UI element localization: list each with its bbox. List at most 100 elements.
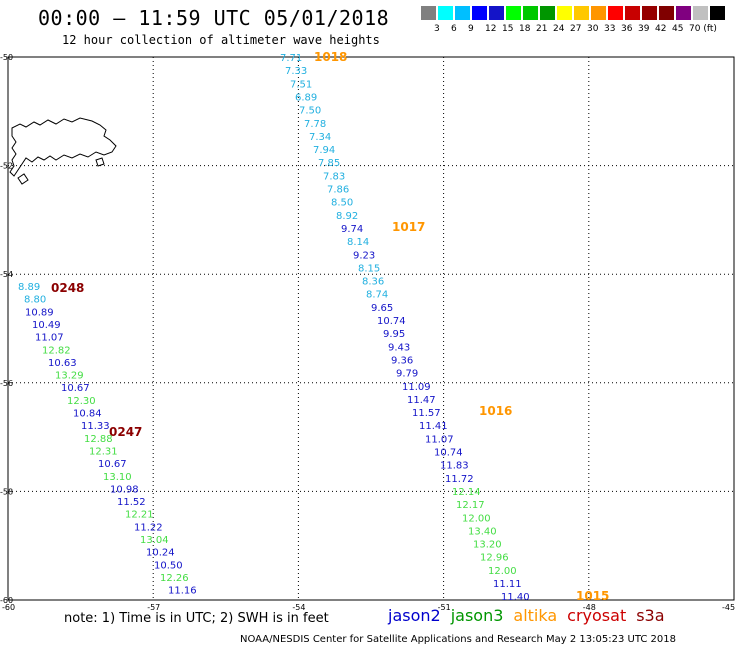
color-scale-label: 45	[672, 24, 684, 34]
color-scale-label: 9	[468, 24, 474, 34]
wave-height-label: 13.10	[103, 472, 132, 483]
wave-height-label: 11.57	[412, 408, 441, 419]
map-grid: -50 -52 -54 -56 -58 -60-60 -57 -54 -51 -48 -45	[0, 53, 735, 612]
color-swatch	[489, 6, 504, 20]
wave-height-label: 7.71	[280, 53, 302, 64]
wave-height-label: 12.96	[480, 553, 509, 564]
wave-height-label: 7.83	[323, 171, 345, 182]
wave-height-label: 12.30	[67, 396, 96, 407]
wave-height-label: 8.15	[358, 263, 380, 274]
wave-height-label: 13.20	[473, 540, 502, 551]
satellite-legend: jason2 jason3 altika cryosat s3a	[388, 606, 675, 625]
wave-height-label: 10.74	[434, 448, 463, 459]
latitude-tick-label: -56	[0, 379, 13, 388]
wave-height-label: 7.86	[327, 185, 349, 196]
wave-height-label: 7.51	[290, 79, 312, 90]
latitude-tick-label: -52	[0, 162, 13, 171]
wave-height-label: 10.89	[25, 307, 54, 318]
wave-height-label: 8.74	[366, 290, 388, 301]
wave-height-label: 12.21	[125, 510, 154, 521]
color-scale-label: 3	[434, 24, 440, 34]
wave-height-label: 12.31	[89, 446, 118, 457]
color-swatch	[421, 6, 436, 20]
wave-height-label: 7.78	[304, 119, 326, 130]
color-swatch	[659, 6, 674, 20]
longitude-tick-label: -48	[583, 603, 596, 612]
wave-height-label: 12.88	[84, 434, 113, 445]
credit-line: NOAA/NESDIS Center for Satellite Applica…	[240, 634, 676, 645]
color-swatch	[625, 6, 640, 20]
wave-height-label: 9.23	[353, 250, 375, 261]
pass-time-label: 1017	[392, 220, 425, 234]
color-swatch	[676, 6, 691, 20]
legend-item-jason3: jason3	[450, 606, 504, 625]
color-scale-label: 21	[536, 24, 548, 34]
falkland-islands-coastline	[9, 117, 117, 185]
color-scale-label: 70 (ft)	[689, 24, 717, 34]
wave-height-label: 11.83	[440, 461, 469, 472]
color-swatch	[642, 6, 657, 20]
wave-height-label: 7.34	[309, 132, 331, 143]
wave-height-label: 11.09	[402, 382, 431, 393]
color-scale-label: 33	[604, 24, 616, 34]
wave-height-label: 9.36	[391, 355, 413, 366]
wave-height-label: 12.00	[462, 513, 491, 524]
wave-height-label: 7.85	[318, 158, 340, 169]
legend-item-s3a: s3a	[636, 606, 665, 625]
wave-height-label: 12.17	[456, 500, 485, 511]
color-swatch	[455, 6, 470, 20]
wave-height-label: 7.33	[285, 66, 307, 77]
legend-item-cryosat: cryosat	[567, 606, 627, 625]
pass-time-label: 0248	[51, 281, 84, 295]
latitude-tick-label: -60	[0, 596, 13, 605]
wave-height-label: 11.52	[117, 497, 146, 508]
color-scale-label: 27	[570, 24, 582, 34]
pass-time-label: 0247	[109, 425, 142, 439]
wave-height-label: 10.67	[98, 459, 127, 470]
pass-time-label: 1016	[479, 404, 512, 418]
wave-height-label: 9.74	[341, 224, 363, 235]
wave-height-label: 11.07	[35, 333, 64, 344]
wave-height-label: 11.47	[407, 395, 436, 406]
legend-item-jason2: jason2	[388, 606, 441, 625]
wave-height-label: 12.00	[488, 566, 517, 577]
color-scale-label: 15	[502, 24, 514, 34]
color-scale-label: 42	[655, 24, 667, 34]
latitude-tick-label: -54	[0, 270, 13, 279]
wave-height-label: 12.26	[160, 573, 189, 584]
wave-height-label: 10.24	[146, 548, 175, 559]
longitude-tick-label: -51	[438, 603, 451, 612]
wave-height-label: 6.89	[295, 92, 317, 103]
color-scale-label: 6	[451, 24, 457, 34]
longitude-tick-label: -57	[147, 603, 160, 612]
wave-height-label: 10.49	[32, 320, 61, 331]
wave-height-label: 9.43	[388, 342, 410, 353]
wave-height-label: 9.65	[371, 303, 393, 314]
color-scale-label: 30	[587, 24, 599, 34]
longitude-tick-label: -45	[722, 603, 735, 612]
map-title: 00:00 – 11:59 UTC 05/01/2018	[38, 6, 390, 30]
color-swatch	[693, 6, 708, 20]
latitude-tick-label: -58	[0, 487, 13, 496]
wave-height-label: 11.72	[445, 474, 474, 485]
color-scale-label: 39	[638, 24, 650, 34]
wave-height-label: 8.14	[347, 237, 369, 248]
wave-height-label: 9.95	[383, 329, 405, 340]
wave-height-label: 13.29	[55, 371, 84, 382]
color-swatch	[523, 6, 538, 20]
wave-height-label: 7.50	[299, 106, 321, 117]
color-swatch	[540, 6, 555, 20]
wave-height-label: 8.36	[362, 277, 384, 288]
wave-height-label: 10.63	[48, 358, 77, 369]
color-swatch	[608, 6, 623, 20]
wave-height-label: 12.14	[452, 487, 481, 498]
observations-layer: 7.71 7.33 7.51 6.89 7.50 7.78 7.34 7.94 7.85 7.83…	[18, 50, 609, 603]
latitude-tick-label: -50	[0, 53, 13, 62]
wave-height-label: 9.79	[396, 369, 418, 380]
wave-height-label: 8.80	[24, 295, 46, 306]
color-swatch	[574, 6, 589, 20]
longitude-tick-label: -60	[2, 603, 15, 612]
color-swatch	[710, 6, 725, 20]
color-swatch	[438, 6, 453, 20]
color-scale-label: 18	[519, 24, 531, 34]
